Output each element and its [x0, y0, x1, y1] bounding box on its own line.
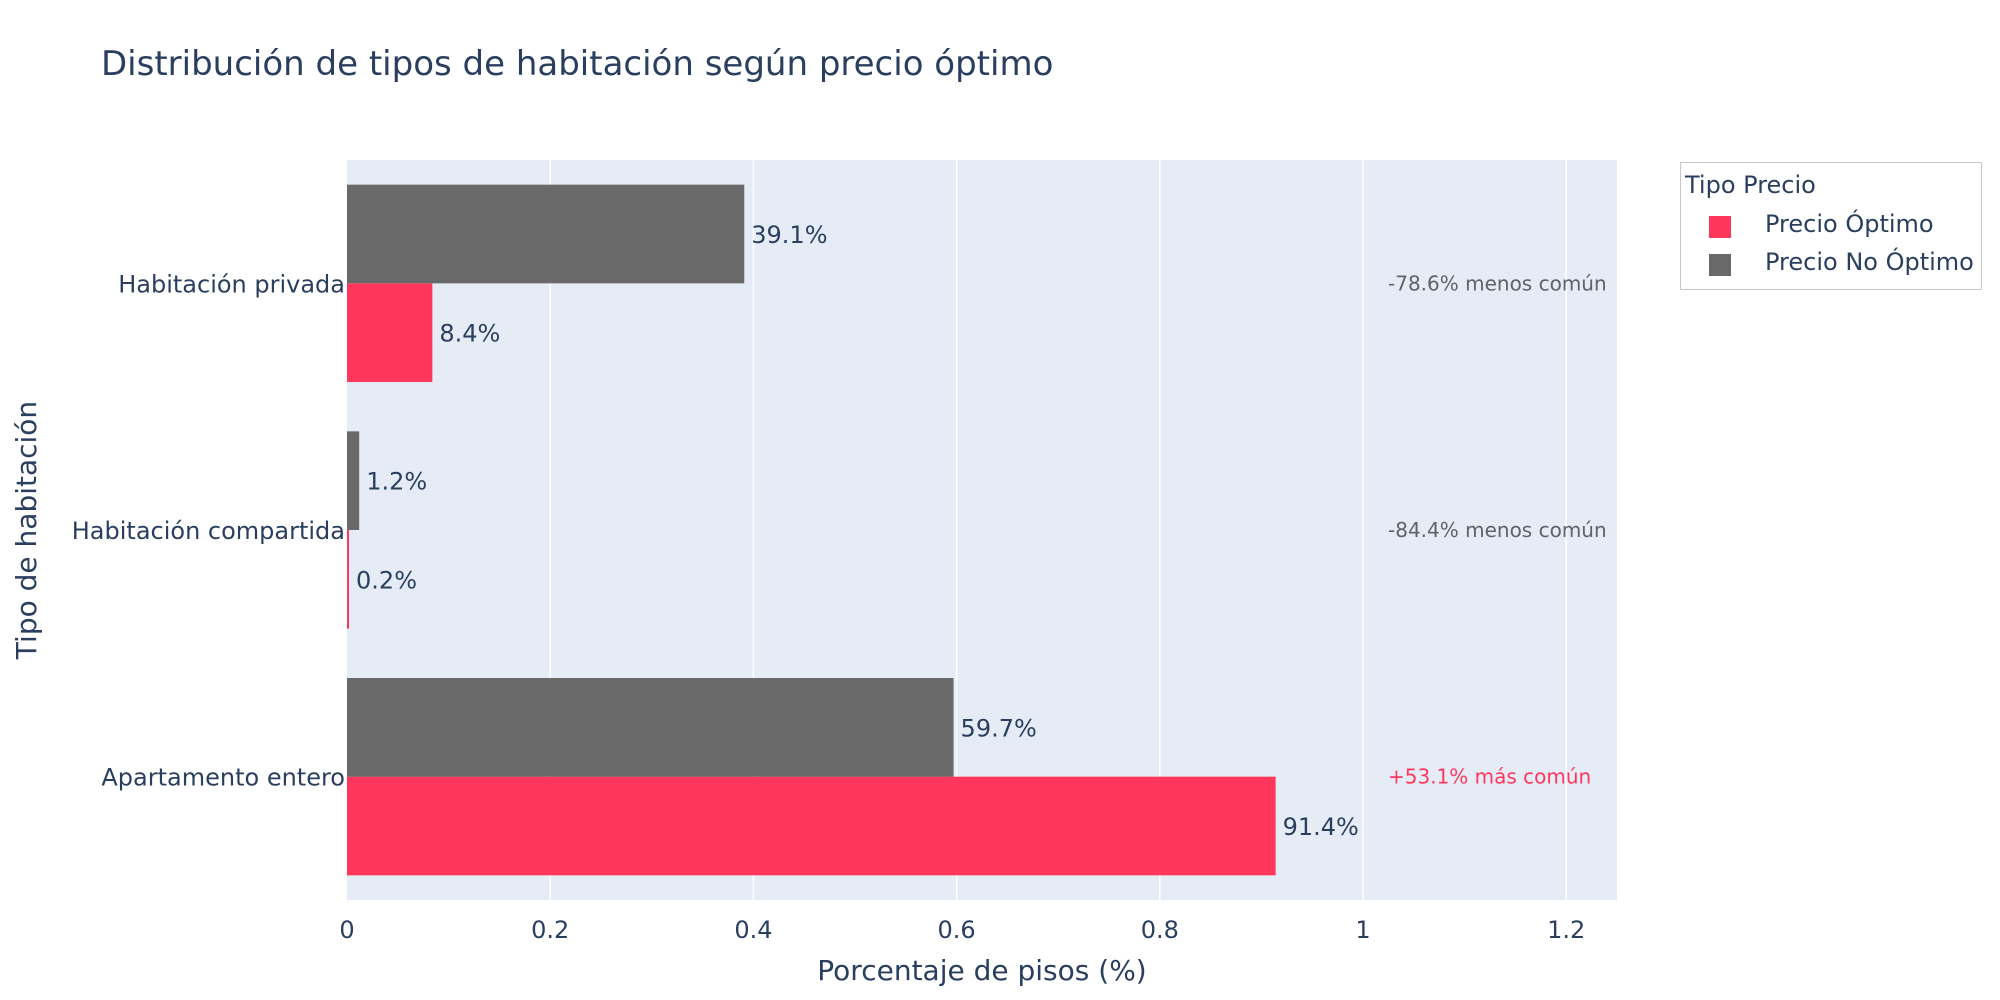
y-tick-label: Habitación compartida: [72, 517, 345, 545]
x-tick-label: 0.2: [531, 916, 569, 944]
x-tick-label: 0.8: [1141, 916, 1179, 944]
legend-swatch-precio-optimo: [1709, 216, 1731, 238]
legend-title: Tipo Precio: [1685, 171, 1816, 199]
data-label-precio-optimo-habitacion-compartida: 0.2%: [356, 566, 417, 594]
y-axis-title: Tipo de habitación: [10, 401, 43, 660]
legend-swatch-precio-no-optimo: [1709, 254, 1731, 276]
data-label-precio-optimo-apartamento-entero: 91.4%: [1283, 813, 1359, 841]
chart-title: Distribución de tipos de habitación segú…: [101, 44, 1054, 84]
legend-item-precio-optimo[interactable]: Precio Óptimo: [1681, 207, 1981, 243]
bar-precio-optimo-habitacion-privada: [347, 283, 433, 382]
annotation-habitacion-compartida: -84.4% menos común: [1388, 518, 1607, 542]
x-axis-title: Porcentaje de pisos (%): [817, 954, 1146, 987]
x-tick-label: 1: [1355, 916, 1370, 944]
data-label-precio-no-optimo-habitacion-privada: 39.1%: [751, 221, 827, 249]
y-tick-label: Apartamento entero: [101, 764, 345, 792]
x-tick-label: 0: [339, 916, 354, 944]
y-tick-label: Habitación privada: [118, 270, 345, 298]
bar-precio-optimo-apartamento-entero: [347, 776, 1276, 876]
annotation-habitacion-privada: -78.6% menos común: [1388, 271, 1607, 295]
x-tick-label: 0.6: [938, 916, 976, 944]
annotation-apartamento-entero: +53.1% más común: [1388, 765, 1591, 789]
bar-precio-no-optimo-apartamento-entero: [347, 678, 954, 777]
data-label-precio-no-optimo-apartamento-entero: 59.7%: [961, 714, 1037, 742]
data-label-precio-no-optimo-habitacion-compartida: 1.2%: [366, 468, 427, 496]
x-tick-label: 1.2: [1547, 916, 1585, 944]
bar-precio-no-optimo-habitacion-compartida: [347, 431, 360, 530]
x-tick-label: 0.4: [734, 916, 772, 944]
bar-precio-optimo-habitacion-compartida: [347, 530, 350, 629]
data-label-precio-optimo-habitacion-privada: 8.4%: [439, 320, 500, 348]
legend-item-precio-no-optimo[interactable]: Precio No Óptimo: [1681, 245, 1981, 281]
legend-label-precio-optimo: Precio Óptimo: [1765, 210, 1934, 238]
legend-label-precio-no-optimo: Precio No Óptimo: [1765, 248, 1974, 276]
bar-precio-no-optimo-habitacion-privada: [347, 184, 745, 284]
legend: Tipo Precio Precio Óptimo Precio No Ópti…: [1680, 162, 1982, 290]
